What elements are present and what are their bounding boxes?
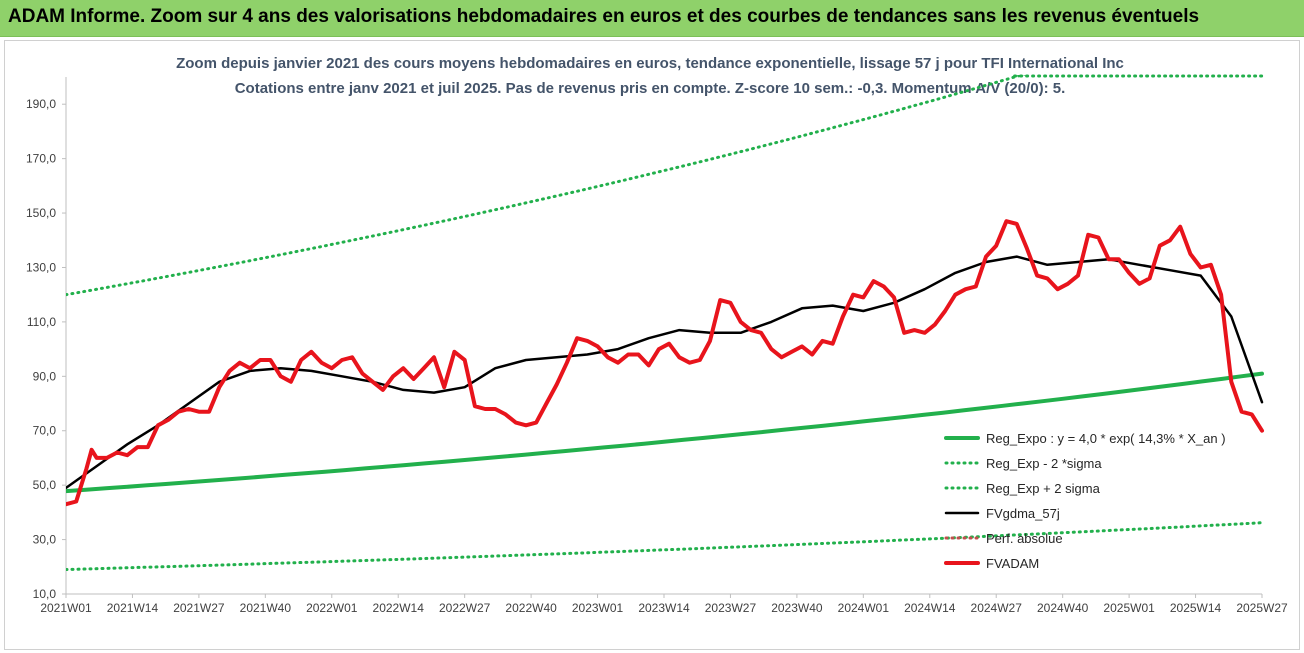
x-tick-label: 2024W01 xyxy=(838,601,890,615)
legend-label: Reg_Expo : y = 4,0 * exp( 14,3% * X_an ) xyxy=(986,431,1226,446)
y-tick-label: 170,0 xyxy=(26,152,56,166)
y-tick-label: 110,0 xyxy=(27,315,56,329)
x-tick-label: 2024W27 xyxy=(971,601,1023,615)
legend-label: Reg_Exp + 2 sigma xyxy=(986,481,1101,496)
y-tick-label: 90,0 xyxy=(33,369,57,383)
y-tick-label: 130,0 xyxy=(26,260,56,274)
chart-subtitle: Cotations entre janv 2021 et juil 2025. … xyxy=(235,80,1066,97)
x-tick-label: 2022W40 xyxy=(505,601,557,615)
x-tick-label: 2022W14 xyxy=(373,601,425,615)
legend: Reg_Expo : y = 4,0 * exp( 14,3% * X_an )… xyxy=(938,424,1258,574)
x-tick-label: 2024W14 xyxy=(904,601,956,615)
chart-frame xyxy=(4,40,1300,650)
x-tick-label: 2023W27 xyxy=(705,601,757,615)
x-tick-label: 2021W14 xyxy=(107,601,159,615)
x-tick-label: 2025W27 xyxy=(1236,601,1288,615)
legend-label: FVADAM xyxy=(986,556,1039,571)
x-tick-label: 2022W27 xyxy=(439,601,491,615)
chart-titles: Zoom depuis janvier 2021 des cours moyen… xyxy=(176,55,1124,97)
axes: 10,0 30,0 50,0 70,0 90,0 110,0 130,0 150,0 170,0… xyxy=(26,77,1288,615)
x-tick-label: 2025W14 xyxy=(1170,601,1222,615)
series-line-5 xyxy=(66,219,1264,507)
y-tick-label: 190,0 xyxy=(26,97,56,111)
y-tick-label: 30,0 xyxy=(33,533,57,547)
y-tick-label: 70,0 xyxy=(33,424,57,438)
legend-label: FVgdma_57j xyxy=(986,506,1060,521)
series-line-0 xyxy=(66,371,1264,494)
y-tick-label: 50,0 xyxy=(33,478,57,492)
x-tick-label: 2021W01 xyxy=(40,601,92,615)
banner-title: ADAM Informe. Zoom sur 4 ans des valoris… xyxy=(8,6,1200,27)
series-line-2 xyxy=(66,75,1027,297)
banner: ADAM Informe. Zoom sur 4 ans des valoris… xyxy=(0,0,1304,37)
x-tick-label: 2022W01 xyxy=(306,601,358,615)
x-tick-label: 2023W14 xyxy=(638,601,690,615)
series-line-1 xyxy=(66,521,1264,571)
y-tick-label: 150,0 xyxy=(26,206,56,220)
x-tick-label: 2023W40 xyxy=(771,601,823,615)
series-line-3 xyxy=(66,255,1264,490)
legend-label: Perf. absolue xyxy=(986,531,1063,546)
x-tick-label: 2021W27 xyxy=(173,601,225,615)
legend-label: Reg_Exp - 2 *sigma xyxy=(986,456,1102,471)
series-group xyxy=(66,74,1264,571)
legend-box xyxy=(938,424,1258,574)
x-tick-label: 2023W01 xyxy=(572,601,624,615)
x-tick-label: 2024W40 xyxy=(1037,601,1089,615)
chart-title: Zoom depuis janvier 2021 des cours moyen… xyxy=(176,55,1124,72)
x-tick-label: 2025W01 xyxy=(1103,601,1155,615)
y-tick-label: 10,0 xyxy=(33,587,57,601)
x-tick-label: 2021W40 xyxy=(240,601,292,615)
